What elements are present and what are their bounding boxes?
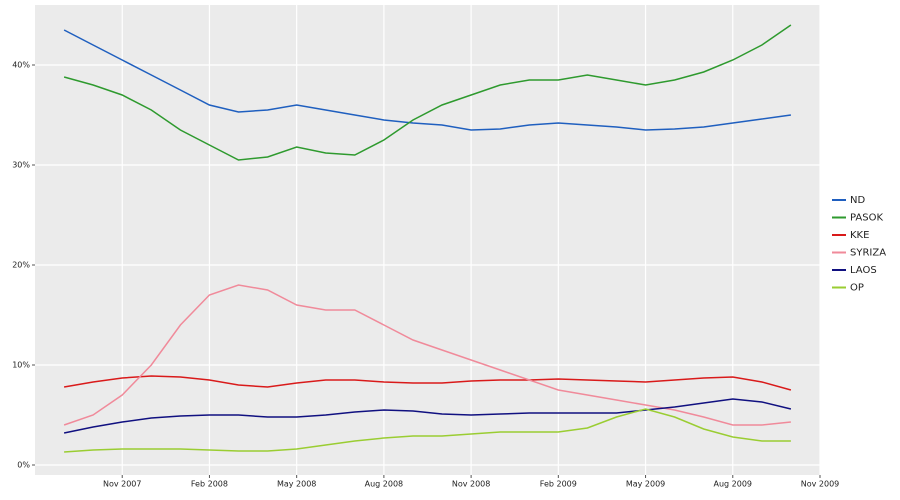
x-tick-label: Aug 2008 xyxy=(365,480,404,489)
legend-label: OP xyxy=(850,283,864,294)
series-line xyxy=(63,24,792,161)
x-tick-label: Aug 2009 xyxy=(714,480,753,489)
x-tick-label: Nov 2009 xyxy=(801,480,840,489)
series-line xyxy=(64,408,791,453)
x-tick-label: Feb 2009 xyxy=(540,480,577,489)
y-tick-label: 10% xyxy=(12,361,30,370)
series-line xyxy=(63,29,792,131)
x-tick-label: May 2008 xyxy=(277,480,316,489)
x-tick-label: Nov 2008 xyxy=(452,480,491,489)
series-line xyxy=(63,284,791,426)
y-tick-label: 30% xyxy=(12,161,30,170)
x-tick-label: Feb 2008 xyxy=(191,480,228,489)
y-tick-label: 0% xyxy=(17,461,30,470)
legend-label: LAOS xyxy=(850,265,877,276)
legend-label: PASOK xyxy=(850,213,883,224)
legend-label: SYRIZA xyxy=(850,248,886,259)
y-tick-label: 20% xyxy=(12,261,30,270)
legend-label: ND xyxy=(850,195,865,206)
x-tick-label: May 2009 xyxy=(626,480,665,489)
x-tick-label: Nov 2007 xyxy=(103,480,142,489)
series-line xyxy=(63,375,792,391)
series-line xyxy=(63,398,792,434)
legend-label: KKE xyxy=(850,230,869,241)
y-tick-label: 40% xyxy=(12,61,30,70)
